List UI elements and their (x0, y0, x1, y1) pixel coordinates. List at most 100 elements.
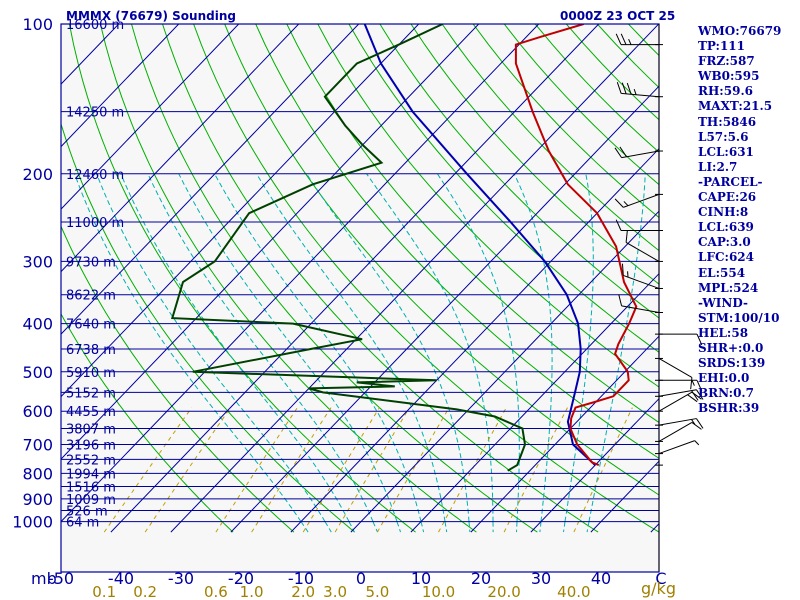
index-line: STM:100/10 (698, 310, 780, 325)
height-label: 16600 m (66, 18, 124, 33)
pressure-tick-label: 1000 (12, 513, 53, 532)
temperature-tick-label: -10 (288, 569, 314, 588)
wind-barb-staff (621, 150, 660, 159)
isotherm (530, 397, 659, 533)
mixing-ratio-label: 5.0 (365, 583, 389, 600)
isotherm (170, 24, 659, 533)
index-line: LCL:639 (698, 220, 754, 235)
wind-barb-feather (615, 219, 622, 231)
temperature-tick-label: -40 (108, 569, 134, 588)
pressure-tick-label: 800 (22, 464, 53, 483)
moist-adiabat (366, 173, 494, 533)
pressure-tick-label: 400 (22, 315, 53, 334)
isotherm (290, 147, 659, 533)
wind-barb-feather (690, 377, 693, 390)
index-line: TP:111 (698, 39, 746, 54)
dry-adiabat (61, 225, 295, 533)
wind-barb-staff (658, 418, 697, 426)
wind-barb-feather (618, 294, 623, 307)
moist-adiabat (513, 173, 553, 533)
height-label: 7640 m (66, 318, 116, 333)
wind-barb-feather (621, 263, 624, 276)
wind-barb-staff (621, 305, 660, 313)
pressure-tick-label: 500 (22, 363, 53, 382)
wind-barb-feather (628, 38, 632, 45)
index-line: RH:59.6 (698, 84, 753, 99)
temperature-tick-label: -50 (48, 569, 74, 588)
moist-adiabat (563, 173, 594, 533)
mixing-ratio-label: 0.6 (204, 583, 228, 600)
dry-adiabat (68, 24, 416, 533)
mixing-ratio-line (215, 407, 298, 533)
index-line: BSHR:39 (698, 401, 760, 416)
temperature-tick-label: 10 (411, 569, 431, 588)
height-label: 8622 m (66, 289, 116, 304)
wind-barb-staff (658, 440, 695, 455)
pressure-tick-label: 700 (22, 436, 53, 455)
dry-adiabat (441, 24, 659, 252)
dry-adiabat (131, 24, 538, 533)
isotherm (470, 335, 659, 533)
wind-barb-column (614, 33, 704, 466)
dry-adiabat (410, 24, 659, 285)
dry-adiabat (99, 24, 477, 533)
dry-adiabat (61, 312, 234, 533)
index-line: WB0:595 (698, 69, 760, 84)
sounding-indices-panel: WMO:76679 TP:111 FRZ:587 WB0:595 RH:59.6 MAXT… (698, 24, 798, 416)
mixing-ratio-label: 1.0 (240, 583, 264, 600)
wind-barb-staff (623, 274, 660, 289)
height-label: 12460 m (66, 168, 124, 183)
wind-barb-feather (616, 82, 622, 94)
isotherm (61, 24, 180, 148)
parcel-trace (363, 24, 596, 466)
moist-adiabat (436, 173, 520, 533)
temperature-tick-label: 30 (531, 569, 551, 588)
plot-frame (60, 23, 660, 573)
moist-adiabat (120, 173, 355, 533)
pressure-tick-label: 200 (22, 165, 53, 184)
wind-barb-feather (621, 82, 627, 94)
wind-barb-feather (623, 201, 629, 207)
valid-time: 0000Z 23 OCT 25 (560, 9, 675, 23)
mixing-ratio-line (334, 407, 410, 533)
wind-barb-feather (696, 418, 704, 429)
mixing-ratio-line (103, 407, 193, 533)
temperature-tick-label: C (655, 569, 666, 588)
dry-adiabat (348, 24, 659, 353)
mixing-ratio-line (144, 407, 231, 533)
moist-adiabat (214, 173, 425, 533)
pressure-unit-label: mb (31, 569, 57, 588)
index-line: CAPE:26 (698, 190, 757, 205)
isotherm (61, 24, 240, 210)
wind-barb-staff (658, 421, 693, 442)
mixing-ratio-label: 10.0 (422, 583, 455, 600)
mixing-ratio-line (503, 407, 568, 533)
isotherm (61, 24, 360, 335)
mixing-ratio-label: 2.0 (291, 583, 315, 600)
wind-barb-feather (696, 389, 704, 400)
index-line: L57:5.6 (698, 129, 749, 144)
height-label: 5152 m (66, 386, 116, 401)
wind-barb-feather (696, 380, 703, 392)
dry-adiabat (255, 24, 659, 459)
height-label: 4455 m (66, 405, 116, 420)
wind-barb-feather (614, 198, 624, 208)
pressure-tick-label: 600 (22, 402, 53, 421)
isotherm (410, 272, 659, 533)
height-label: 14250 m (66, 106, 124, 121)
dry-adiabat (224, 24, 659, 496)
wind-barb-feather (691, 380, 695, 386)
index-line: EHI:0.0 (698, 371, 750, 386)
wind-barb-staff (621, 92, 660, 98)
wind-barb-staff (658, 389, 697, 397)
mixing-ratio-line (376, 407, 450, 533)
mixing-ratio-line (251, 407, 332, 533)
index-line: LFC:624 (698, 250, 754, 265)
chart-title: MMMX (76679) Sounding (66, 9, 236, 23)
pressure-tick-label: 300 (22, 252, 53, 271)
pressure-tick-label: 900 (22, 490, 53, 509)
dry-adiabat (162, 24, 599, 533)
wind-barb-feather (694, 440, 700, 446)
temperature-tick-label: -30 (168, 569, 194, 588)
